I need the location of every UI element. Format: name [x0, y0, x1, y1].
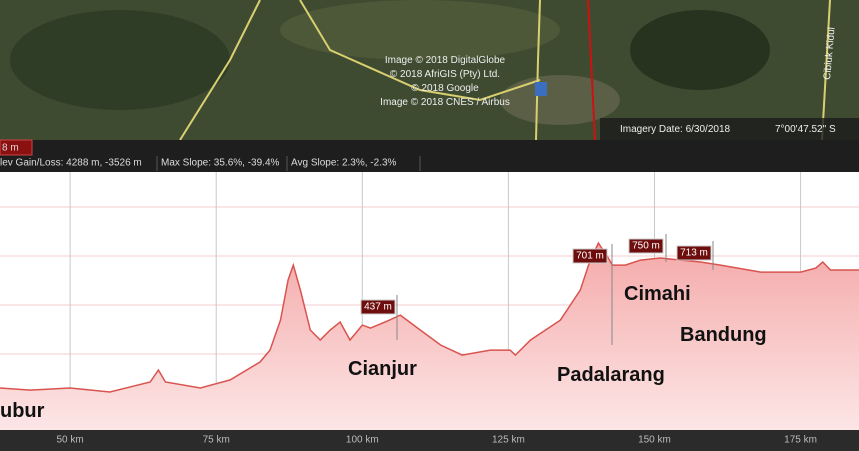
- max-slope: Max Slope: 35.6%, -39.4%: [161, 158, 280, 169]
- elevation-tag-bg: [572, 248, 608, 264]
- x-tick-label: 50 km: [57, 435, 84, 446]
- x-tick-label: 175 km: [784, 435, 817, 446]
- imagery-date: Imagery Date: 6/30/2018: [620, 124, 731, 135]
- gain-loss: lev Gain/Loss: 4288 m, -3526 m: [0, 158, 142, 169]
- map[interactable]: Image © 2018 DigitalGlobe © 2018 AfriGIS…: [0, 0, 859, 141]
- tab[interactable]: [0, 139, 33, 156]
- elevation-tag: 750 m: [632, 241, 660, 252]
- map-credit: Image © 2018 DigitalGlobe: [385, 55, 506, 66]
- elevation-tag: 437 m: [364, 302, 392, 313]
- place-label: Cimahi: [624, 283, 691, 305]
- x-axis-bar: [0, 430, 859, 451]
- tab-label: 8 m: [2, 143, 19, 154]
- x-tick-label: 150 km: [638, 435, 671, 446]
- place-label: Padalarang: [557, 364, 665, 386]
- elevation-tag: 701 m: [576, 251, 604, 262]
- x-tick-label: 125 km: [492, 435, 525, 446]
- x-tick-label: 100 km: [346, 435, 379, 446]
- road-label: Cibiuk Kidul: [822, 27, 838, 81]
- x-tick-label: 75 km: [203, 435, 230, 446]
- elevation-tag-bg: [628, 238, 664, 254]
- elevation-tag-bg: [676, 245, 712, 261]
- map-credit: © 2018 Google: [411, 83, 479, 94]
- place-label: ubur: [0, 400, 45, 422]
- stats-bar: [0, 140, 859, 172]
- coordinate: 7°00'47.52" S: [775, 124, 836, 135]
- map-credit: Image © 2018 CNES / Airbus: [380, 97, 510, 108]
- elevation-area: [0, 243, 859, 430]
- elevation-tag-bg: [360, 299, 396, 315]
- place-label: Bandung: [680, 324, 767, 346]
- elevation-tag: 713 m: [680, 248, 708, 259]
- place-label: Cianjur: [348, 358, 417, 380]
- avg-slope: Avg Slope: 2.3%, -2.3%: [291, 158, 397, 169]
- map-credit: © 2018 AfriGIS (Pty) Ltd.: [390, 69, 500, 80]
